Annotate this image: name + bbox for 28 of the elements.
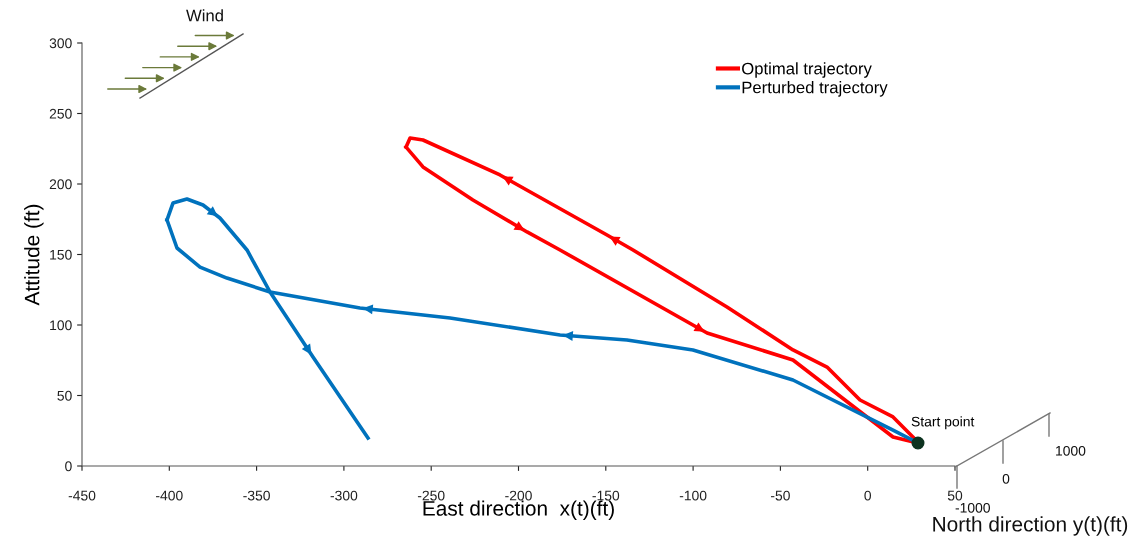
y-tick-label: 250 bbox=[49, 108, 72, 119]
x-tick-label: -300 bbox=[330, 490, 358, 501]
x-axis-title: East direction x(t)(ft) bbox=[423, 500, 614, 520]
x-tick-label: -150 bbox=[592, 490, 620, 501]
y-tick-label: 150 bbox=[50, 249, 72, 260]
y-tick-label: 200 bbox=[49, 179, 72, 190]
y-tick-label: 50 bbox=[57, 390, 72, 401]
text: -1000 bbox=[955, 502, 990, 513]
legend-label: Optimal trajectory bbox=[742, 62, 872, 78]
x-tick-label: -250 bbox=[417, 490, 445, 501]
x-tick-label: -350 bbox=[243, 490, 270, 501]
text: North direction y(t)(ft) bbox=[933, 516, 1128, 536]
legend-label: Perturbed trajectory bbox=[742, 81, 888, 97]
annotation: Start point bbox=[911, 416, 975, 430]
x-tick-label: -100 bbox=[679, 490, 707, 501]
x-tick-label: -450 bbox=[68, 490, 96, 501]
y-tick-label: 0 bbox=[65, 461, 72, 472]
x-tick-label: -200 bbox=[505, 490, 532, 501]
x-tick-label: -50 bbox=[770, 490, 790, 501]
x-tick-label: 0 bbox=[864, 490, 872, 501]
text: Wind bbox=[186, 9, 223, 22]
text: 1000 bbox=[1056, 445, 1086, 456]
text: 0 bbox=[1002, 473, 1010, 484]
y-axis-title: Attitude (ft) bbox=[24, 204, 44, 306]
y-tick-label: 100 bbox=[50, 320, 72, 331]
y-tick-label: 300 bbox=[49, 38, 72, 49]
x-tick-label: -400 bbox=[156, 490, 183, 501]
x-tick-label: 50 bbox=[947, 490, 963, 501]
